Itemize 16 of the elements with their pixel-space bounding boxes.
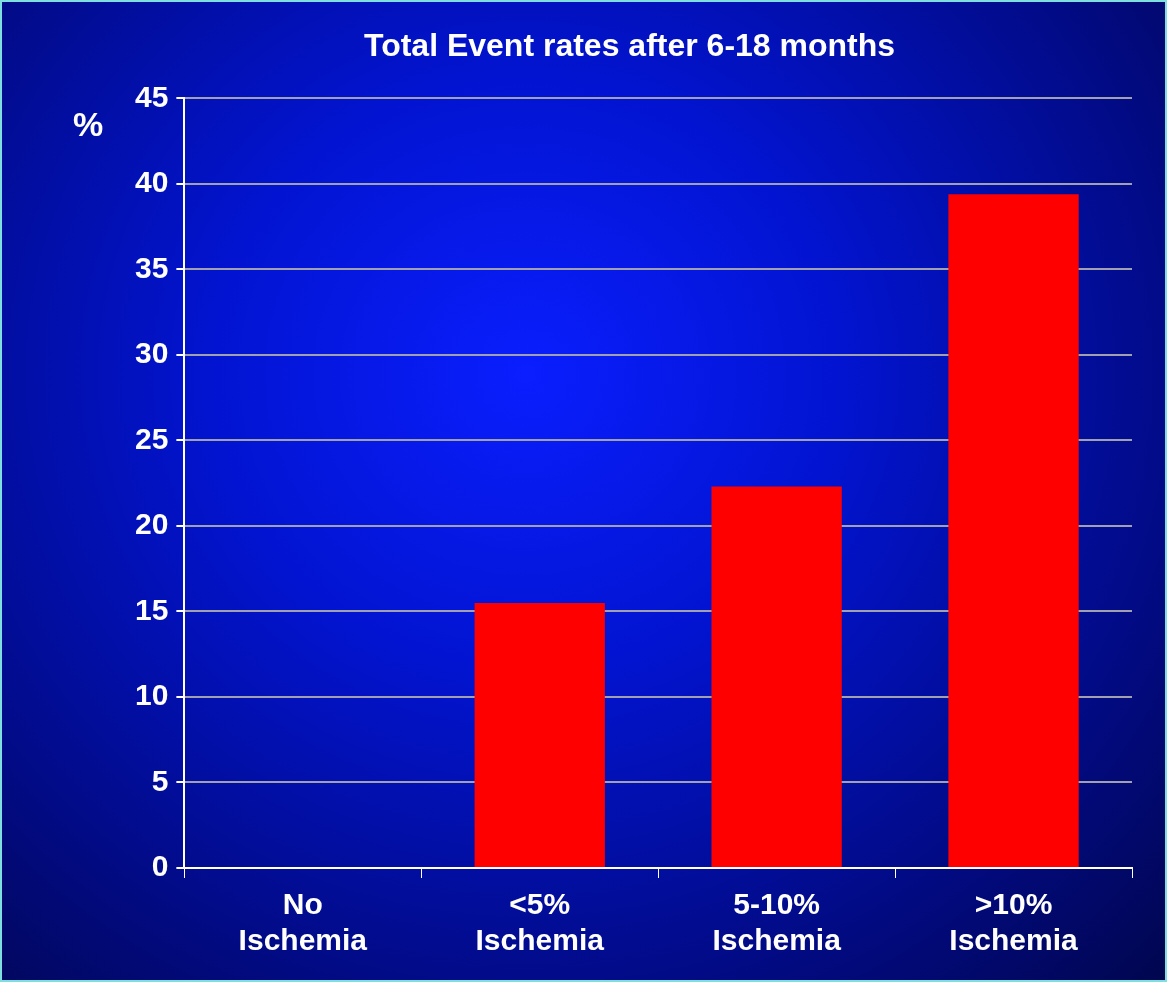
x-tick-label: >10% Ischemia: [949, 887, 1079, 957]
y-axis-title: %: [72, 104, 104, 143]
x-tick-label: <5% Ischemia: [475, 887, 605, 957]
y-tick-label: 35: [134, 250, 169, 284]
y-tick-label: 30: [134, 336, 169, 370]
y-tick-label: 20: [134, 507, 169, 541]
x-tick-label: No Ischemia: [238, 887, 368, 957]
x-tick-label: 5-10% Ischemia: [712, 887, 842, 957]
chart-title: Total Event rates after 6-18 months: [363, 27, 896, 64]
y-tick-label: 0: [151, 849, 169, 883]
y-tick-label: 40: [134, 165, 169, 199]
y-tick-label: 5: [151, 763, 169, 797]
y-tick-label: 25: [134, 421, 169, 455]
y-tick-label: 45: [134, 79, 169, 113]
y-tick-label: 15: [134, 592, 169, 626]
y-tick-label: 10: [134, 678, 169, 712]
